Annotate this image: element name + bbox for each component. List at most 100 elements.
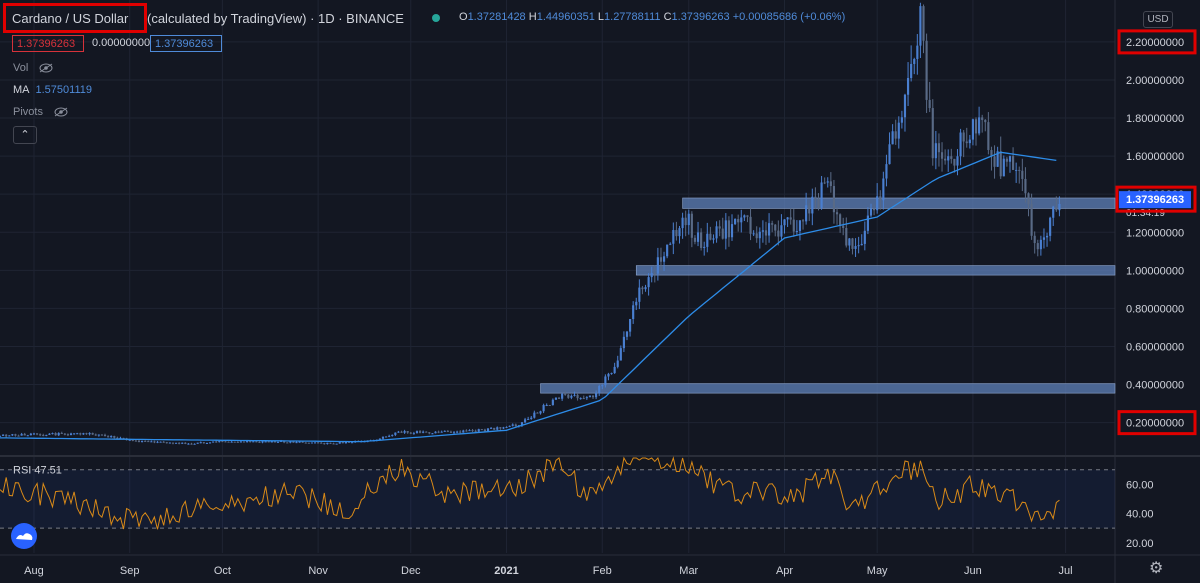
tick-highlight-box: [1117, 410, 1197, 436]
candle-body: [625, 331, 629, 337]
candle-body: [851, 238, 854, 249]
ma-indicator[interactable]: MA 1.57501119: [13, 84, 92, 96]
candle-body: [792, 219, 795, 232]
candle-body: [709, 233, 712, 240]
candle-body: [820, 182, 823, 208]
ohlc-readout: O1.37281428 H1.44960351 L1.27788111 C1.3…: [459, 11, 846, 23]
candle-body: [551, 399, 554, 406]
candle-body: [570, 395, 573, 398]
candle-body: [32, 433, 36, 435]
candle-body: [734, 219, 737, 225]
candle-body: [906, 78, 910, 95]
candle-body: [137, 440, 141, 443]
candle-body: [928, 99, 931, 109]
candle-body: [527, 418, 530, 420]
price-tag-blue: 1.37396263: [150, 35, 222, 52]
hidden-eye-icon[interactable]: [54, 107, 68, 117]
candle-body: [122, 437, 125, 439]
settings-gear-icon[interactable]: ⚙: [1149, 560, 1164, 577]
candle-body: [622, 336, 625, 349]
candle-body: [224, 441, 227, 443]
candle-body: [1027, 193, 1030, 205]
candle-body: [76, 433, 79, 435]
candle-body: [669, 243, 672, 245]
hidden-eye-icon[interactable]: [39, 63, 53, 73]
candle-body: [567, 394, 570, 398]
candle-body: [953, 158, 956, 166]
price-tag-red: 1.37396263: [12, 35, 84, 52]
candle-body: [798, 220, 802, 231]
candle-body: [579, 398, 582, 400]
candle-body: [394, 432, 397, 435]
collapse-indicators-button[interactable]: ⌃: [13, 126, 37, 144]
candle-body: [1055, 206, 1058, 211]
candle-body: [542, 405, 545, 412]
tradingview-logo-icon[interactable]: [11, 523, 37, 549]
candle-body: [103, 434, 107, 437]
candle-body: [632, 305, 635, 320]
candle-body: [1036, 243, 1039, 250]
candle-body: [60, 432, 63, 434]
candle-body: [140, 440, 144, 443]
candle-body: [326, 442, 329, 445]
currency-label[interactable]: USD: [1143, 11, 1173, 28]
candle-body: [329, 442, 332, 444]
time-tick-label: Sep: [120, 565, 140, 577]
candle-body: [876, 196, 879, 211]
candle-body: [415, 431, 419, 434]
candle-body: [536, 412, 539, 414]
candle-body: [724, 220, 727, 239]
candle-body: [391, 434, 394, 436]
candle-body: [737, 219, 740, 223]
candle-body: [910, 63, 913, 79]
candle-body: [212, 441, 215, 443]
candle-body: [879, 196, 882, 201]
candle-body: [777, 230, 780, 237]
candle-body: [511, 424, 514, 426]
time-tick-label: Nov: [308, 565, 328, 577]
candle-body: [1015, 169, 1018, 171]
time-tick-label: Mar: [679, 565, 698, 577]
candle-body: [289, 441, 292, 443]
symbol-title[interactable]: Cardano / US Dollar: [12, 11, 129, 26]
candle-body: [502, 427, 505, 429]
candle-body: [276, 441, 280, 443]
candle-body: [42, 434, 45, 436]
candle-body: [548, 405, 551, 407]
candle-body: [604, 376, 607, 386]
candle-body: [381, 436, 385, 439]
candle-body: [786, 217, 789, 220]
candle-body: [239, 441, 242, 443]
pivots-indicator[interactable]: Pivots: [13, 106, 68, 118]
candle-body: [116, 437, 119, 439]
candle-body: [310, 442, 314, 444]
candle-body: [48, 433, 51, 435]
candle-body: [629, 319, 632, 332]
rsi-line: [0, 456, 1060, 530]
candle-body: [107, 436, 110, 438]
candle-body: [869, 208, 873, 216]
candle-body: [233, 441, 236, 443]
candle-body: [891, 131, 894, 145]
title-highlight-box: [3, 3, 147, 33]
price-tick-label: 1.60000000: [1126, 151, 1184, 163]
candle-body: [474, 430, 477, 432]
candle-body: [919, 6, 922, 46]
candle-body: [523, 419, 527, 423]
candle-body: [1005, 158, 1008, 162]
candle-body: [17, 435, 20, 437]
candle-body: [845, 228, 848, 246]
candle-body: [755, 233, 758, 239]
candle-body: [406, 431, 409, 433]
candle-body: [187, 443, 190, 445]
candle-body: [616, 360, 619, 367]
volume-indicator[interactable]: Vol: [13, 62, 53, 74]
candle-body: [162, 441, 165, 443]
candle-body: [582, 398, 585, 400]
candle-body: [11, 434, 14, 436]
candle-body: [940, 152, 944, 159]
candle-body: [752, 233, 755, 235]
candle-body: [88, 432, 91, 435]
candle-body: [249, 441, 252, 443]
